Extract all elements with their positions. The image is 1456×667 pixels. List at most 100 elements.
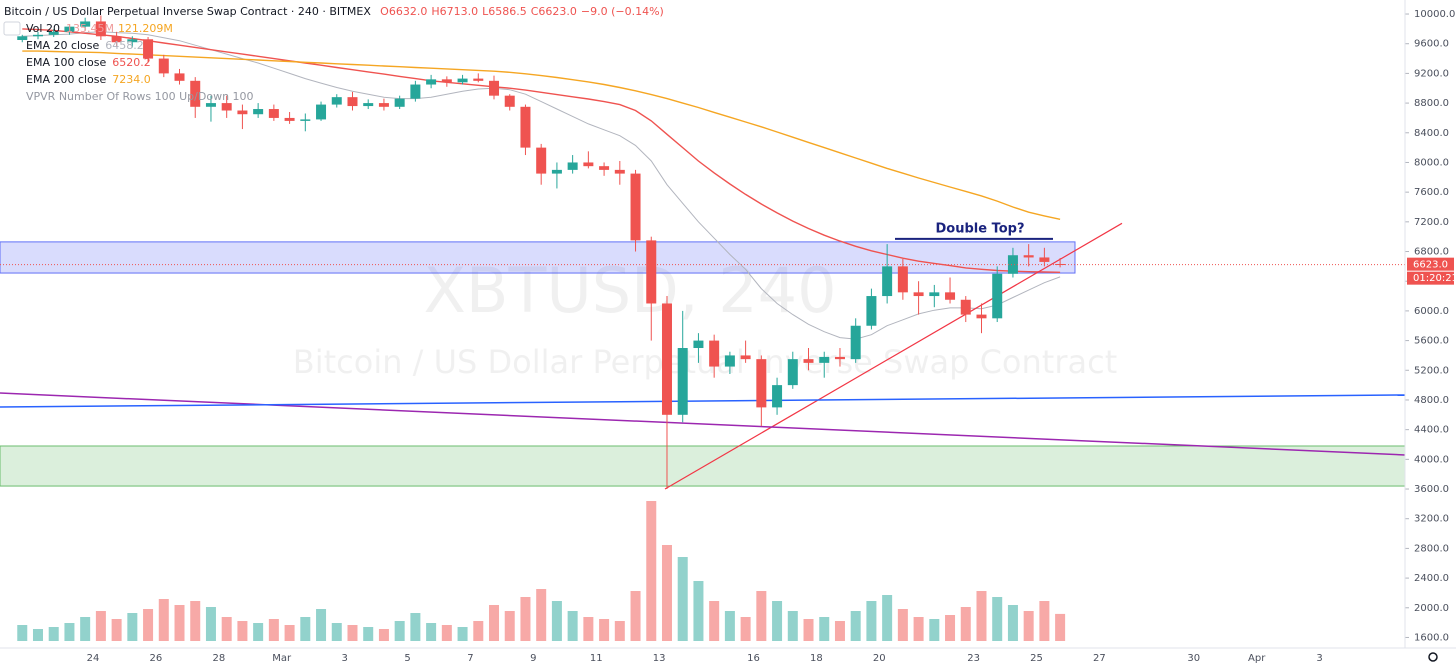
candle-body: [48, 31, 59, 35]
candle-body: [772, 385, 783, 408]
x-tick-label: Mar: [272, 653, 292, 664]
candle-body: [347, 97, 358, 107]
ohlc-close: C6623.0: [531, 5, 577, 18]
candle-body: [426, 79, 437, 85]
y-tick-label: 7600.0: [1414, 187, 1449, 198]
ema-legend: EMA 200 close 7234.0: [26, 73, 151, 86]
candle-body: [897, 266, 908, 293]
volume-bar: [237, 621, 248, 641]
volume-bar: [1007, 605, 1018, 641]
candle-body: [819, 356, 830, 363]
legend-value: 7234.0: [112, 73, 151, 86]
candle-body: [614, 169, 625, 174]
collapse-legend-button[interactable]: [3, 21, 21, 36]
watermark-symbol: XBTUSD, 240: [423, 254, 836, 327]
volume-bar: [772, 601, 783, 641]
volume-bar: [614, 621, 625, 641]
candle-body: [756, 359, 767, 408]
ema-line: [22, 50, 1061, 220]
volume-bar: [803, 619, 814, 641]
y-tick-label: 4000.0: [1414, 454, 1449, 465]
x-tick-label: 23: [967, 653, 980, 664]
y-tick-label: 10000.0: [1414, 9, 1455, 20]
trend-line: [664, 222, 1123, 490]
candle-body: [850, 325, 861, 360]
volume-bar: [913, 617, 924, 641]
candle-body: [599, 166, 610, 170]
ohlc-change: −9.0 (−0.14%): [581, 5, 664, 18]
volume-bar: [268, 619, 279, 641]
trend-line: [0, 394, 1406, 408]
candle-body: [268, 109, 279, 118]
volume-bar: [787, 611, 798, 641]
candle-body: [551, 169, 562, 174]
candle-body: [520, 106, 531, 148]
x-tick-label: 3: [1316, 653, 1322, 664]
x-tick-label: 27: [1093, 653, 1106, 664]
candle-body: [661, 303, 672, 415]
y-tick-label: 5200.0: [1414, 365, 1449, 376]
volume-bar: [457, 627, 468, 641]
candle-body: [284, 117, 295, 121]
candle-body: [95, 21, 106, 37]
volume-bar: [850, 611, 861, 641]
candle-body: [363, 103, 374, 107]
candle-body: [1007, 255, 1018, 274]
volume-bar: [331, 623, 342, 641]
volume-bar: [410, 613, 421, 641]
volume-bar: [724, 611, 735, 641]
y-tick-label: 7200.0: [1414, 217, 1449, 228]
volume-bar: [1023, 611, 1034, 641]
candle-body: [80, 21, 91, 27]
legend-value: 6520.2: [112, 56, 151, 69]
y-tick-label: 1600.0: [1414, 632, 1449, 643]
candle-body: [1055, 263, 1066, 265]
candle-body: [378, 103, 389, 107]
candle-body: [17, 36, 28, 41]
ema-legend: EMA 20 close 6458.2: [26, 39, 144, 52]
candle-body: [992, 273, 1003, 319]
annotation-label: Double Top?: [935, 221, 1024, 236]
candle-body: [945, 292, 956, 300]
volume-bar: [300, 617, 311, 641]
volume-bar: [363, 627, 374, 641]
volume-bar: [866, 601, 877, 641]
volume-bar: [992, 597, 1003, 641]
legend-name: EMA 100 close: [26, 56, 107, 69]
candle-body: [473, 78, 484, 81]
volume-bar: [520, 597, 531, 641]
legend-name: EMA 20 close: [26, 39, 100, 52]
candle-body: [331, 97, 342, 105]
x-tick-label: 3: [341, 653, 347, 664]
candle-body: [221, 103, 232, 111]
volume-bar: [599, 619, 610, 641]
volume-bar: [64, 623, 75, 641]
candle-body: [504, 95, 515, 107]
ema-legend: EMA 100 close 6520.2: [26, 56, 151, 69]
ohlc-high: H6713.0: [431, 5, 478, 18]
candle-body: [300, 119, 311, 121]
ohlc-low: L6586.5: [482, 5, 527, 18]
volume-bar: [284, 625, 295, 641]
settings-button[interactable]: [1428, 652, 1438, 662]
y-tick-label: 2400.0: [1414, 573, 1449, 584]
y-tick-label: 4400.0: [1414, 425, 1449, 436]
candle-body: [976, 314, 987, 319]
volume-bar: [473, 621, 484, 641]
volume-bar: [945, 615, 956, 641]
x-tick-label: 7: [467, 653, 473, 664]
volume-bar: [174, 605, 185, 641]
candle-body: [316, 104, 327, 120]
candle-body: [866, 296, 877, 326]
y-tick-label: 8400.0: [1414, 128, 1449, 139]
candle-body: [410, 84, 421, 99]
candle-body: [724, 355, 735, 367]
y-tick-label: 6800.0: [1414, 247, 1449, 258]
candle-body: [441, 79, 452, 83]
candle-body: [567, 162, 578, 170]
x-tick-label: 25: [1030, 653, 1043, 664]
volume-bar: [960, 607, 971, 641]
volume-bar: [190, 601, 201, 641]
volume-bar: [661, 545, 672, 641]
volume-bar: [646, 501, 657, 641]
